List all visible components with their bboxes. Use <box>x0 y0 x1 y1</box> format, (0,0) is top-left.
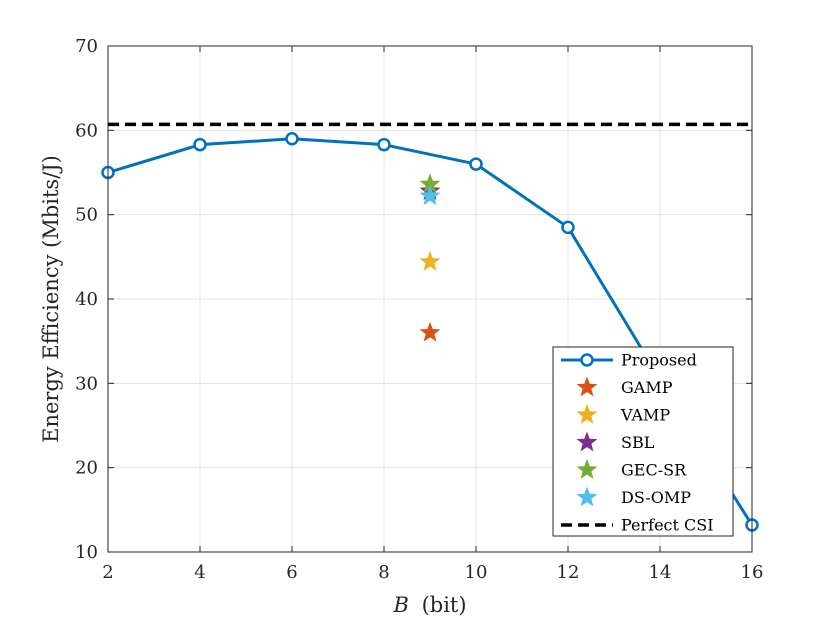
x-axis-title-variable: B <box>392 593 408 617</box>
legend-entry-proposed: Proposed <box>561 351 697 370</box>
legend-entry-ds-omp: DS-OMP <box>576 486 691 507</box>
series-vamp <box>419 250 441 271</box>
legend-label: DS-OMP <box>621 488 691 507</box>
legend-entry-perfect-csi: Perfect CSI <box>561 516 714 535</box>
legend-label: SBL <box>621 433 655 452</box>
legend-label: GAMP <box>621 378 673 397</box>
legend-label: Perfect CSI <box>621 516 714 535</box>
legend-swatch-marker <box>580 353 594 367</box>
y-tick-label: 30 <box>75 373 98 394</box>
x-axis-title-unit: (bit) <box>422 593 467 617</box>
y-tick-label: 50 <box>75 205 98 226</box>
legend-swatch-star <box>576 459 598 479</box>
x-tick-label: 8 <box>378 562 389 583</box>
gamp-point <box>419 321 441 342</box>
proposed-point <box>193 137 207 152</box>
legend-label: Proposed <box>621 351 697 370</box>
series-ds-omp <box>419 185 441 206</box>
proposed-point <box>377 137 391 152</box>
legend-entry-sbl: SBL <box>576 431 655 452</box>
y-tick-label: 10 <box>75 542 98 563</box>
legend-swatch-star <box>576 486 598 507</box>
y-tick-label: 60 <box>75 120 98 141</box>
proposed-point <box>561 220 575 235</box>
x-tick-label: 14 <box>649 562 672 583</box>
x-axis-title: B (bit) <box>392 593 466 617</box>
x-tick-label: 6 <box>286 562 297 583</box>
series-gec-sr <box>419 173 441 194</box>
legend-entry-gec-sr: GEC-SR <box>576 459 687 480</box>
grid <box>107 45 753 553</box>
legend-swatch-star <box>576 431 598 452</box>
legend-swatch-star <box>576 404 598 424</box>
proposed-point <box>469 157 483 171</box>
x-tick-label: 12 <box>557 562 580 583</box>
y-tick-label: 40 <box>75 289 98 310</box>
gec-sr-point <box>419 173 441 194</box>
legend-label: VAMP <box>620 406 670 425</box>
legend-entry-vamp: VAMP <box>576 404 670 425</box>
ticks: 2 4 6 8 10 12 14 16 10 20 30 40 50 60 70 <box>75 36 763 583</box>
legend-swatch-star <box>576 376 598 397</box>
x-tick-label: 2 <box>102 562 113 583</box>
y-axis-title: Energy Efficiency (Mbits/J) <box>39 155 63 443</box>
x-tick-label: 4 <box>194 562 205 583</box>
legend: Proposed GAMP VAMP SBL GEC-SR DS-OMP Perfect C… <box>552 346 734 537</box>
x-tick-label: 16 <box>741 562 764 583</box>
proposed-point <box>285 132 299 146</box>
ds-omp-point <box>419 185 441 206</box>
y-tick-label: 70 <box>75 36 98 57</box>
y-tick-label: 20 <box>75 458 98 479</box>
legend-label: GEC-SR <box>621 461 687 480</box>
x-tick-label: 10 <box>465 562 488 583</box>
vamp-point <box>419 250 441 271</box>
series-gamp <box>419 321 441 342</box>
legend-entry-gamp: GAMP <box>576 376 673 397</box>
